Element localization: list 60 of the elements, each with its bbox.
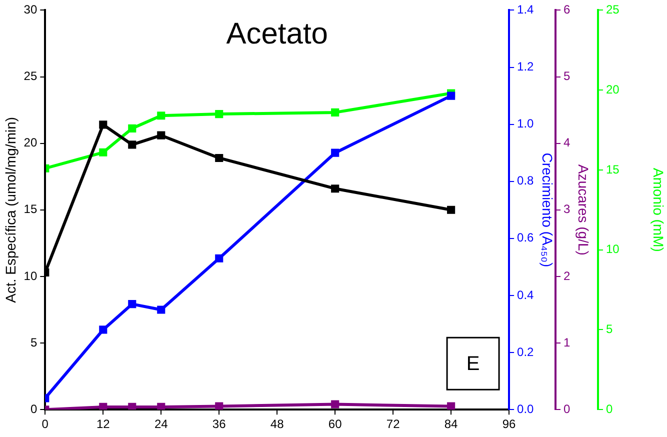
y2-tick-label: 0.8 <box>517 174 534 188</box>
y2-tick-label: 0.2 <box>517 344 534 359</box>
x-tick-label: 12 <box>96 417 110 432</box>
point <box>99 326 108 334</box>
y-tick-label: 15 <box>24 202 38 216</box>
y2-tick-label: 1.4 <box>517 2 534 17</box>
y-tick-label: 5 <box>606 322 613 336</box>
y2-tick-label: 0.0 <box>517 402 534 416</box>
point <box>157 306 166 314</box>
point <box>331 148 340 157</box>
point <box>157 131 166 140</box>
x-tick-label: 36 <box>212 417 226 432</box>
y-tick-label: 20 <box>24 136 38 150</box>
y-axis-title: Act. Específica (umol/mg/min) <box>2 116 18 303</box>
y-tick-label: 30 <box>24 2 38 17</box>
y-tick-label: 5 <box>30 335 38 350</box>
point <box>215 154 224 162</box>
y-tick-label: 0 <box>30 402 38 416</box>
point <box>128 124 136 132</box>
x-tick-label: 72 <box>386 417 400 432</box>
y2-tick-label: 0.6 <box>517 230 534 245</box>
y-tick-label: 25 <box>606 2 620 17</box>
y2-tick-label: 1.0 <box>517 116 534 131</box>
y3-tick-label: 4 <box>564 136 571 150</box>
point <box>331 184 340 193</box>
y2-tick-label: 0.4 <box>517 288 534 302</box>
x-tick-label: 24 <box>154 417 168 432</box>
point <box>99 148 108 156</box>
y3-tick-label: 1 <box>564 335 571 350</box>
y3-tick-label: 6 <box>564 2 571 17</box>
y3-axis-title: Azucares (g/L) <box>576 164 592 256</box>
y-axis-title: Amonio (mM) <box>650 168 667 252</box>
y3-tick-label: 2 <box>564 268 571 283</box>
y-tick-label: 20 <box>606 82 620 96</box>
chart-title: Acetato <box>226 17 328 50</box>
x-tick-label: 0 <box>42 417 49 432</box>
x-tick-label: 48 <box>270 417 284 432</box>
y3-tick-label: 5 <box>564 69 571 84</box>
y-tick-label: 10 <box>24 268 38 283</box>
y3-tick-label: 0 <box>564 402 571 416</box>
point <box>447 206 456 214</box>
y-tick-label: 0 <box>606 402 613 416</box>
y2-axis-title: Crecimiento (A₄₅₀) <box>539 152 556 268</box>
point <box>331 108 340 116</box>
point <box>128 140 136 149</box>
point <box>215 110 224 118</box>
y-tick-label: 10 <box>606 242 620 256</box>
y-tick-label: 25 <box>24 69 38 84</box>
point <box>99 120 108 129</box>
point <box>157 112 166 120</box>
point <box>447 92 456 100</box>
point <box>215 254 224 262</box>
x-tick-label: 96 <box>502 417 516 432</box>
x-tick-label: 84 <box>444 417 458 432</box>
y-tick-label: 15 <box>606 162 620 176</box>
y3-tick-label: 3 <box>564 202 571 216</box>
y2-tick-label: 1.2 <box>517 60 534 74</box>
annotation: E <box>466 353 480 376</box>
x-tick-label: 60 <box>328 417 342 432</box>
point <box>128 300 136 308</box>
